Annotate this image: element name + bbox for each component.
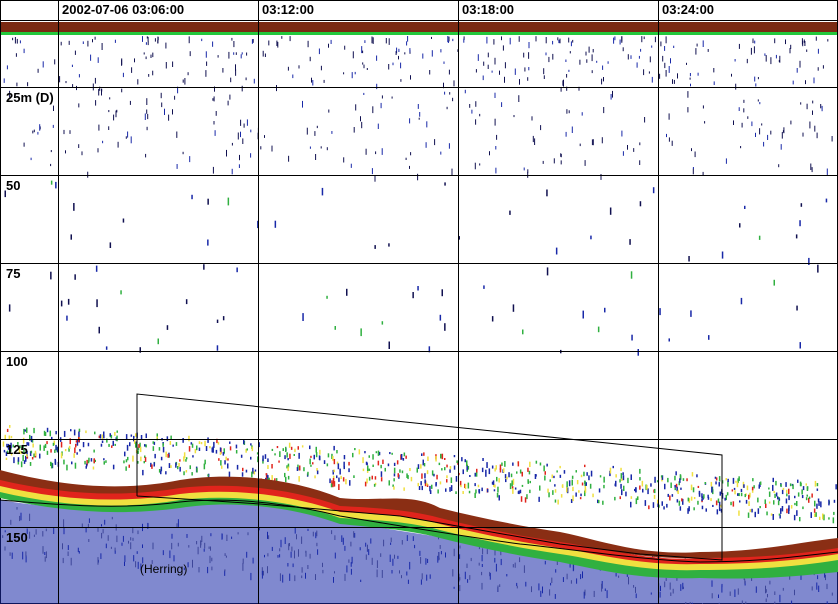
time-label-2: 03:18:00: [462, 2, 515, 17]
depth-label-75: 75: [6, 266, 21, 281]
seabed-yellow-band: [0, 479, 838, 571]
time-label-3: 03:24:00: [662, 2, 715, 17]
seabed-core-band: [0, 470, 838, 559]
time-label-0: 2002-07-06 03:06:00: [62, 2, 185, 17]
seabed-blue-tail: [0, 500, 838, 604]
depth-label-100: 100: [6, 354, 28, 369]
seabed-echo: [0, 470, 838, 604]
depth-label-125: 125: [6, 442, 28, 457]
seabed-green-band: [0, 482, 838, 579]
depth-label-25: 25m (D): [6, 90, 54, 105]
surface-band: [1, 22, 837, 32]
time-label-1: 03:12:00: [262, 2, 315, 17]
integration-region-polygon[interactable]: [136, 393, 723, 561]
surface-line: [1, 32, 837, 35]
herring-school-layer: [2, 425, 837, 524]
species-label: (Herring): [140, 562, 188, 576]
depth-label-150: 150: [6, 530, 28, 545]
seabed-bottom-line: [0, 499, 838, 563]
depth-label-50: 50: [6, 178, 21, 193]
